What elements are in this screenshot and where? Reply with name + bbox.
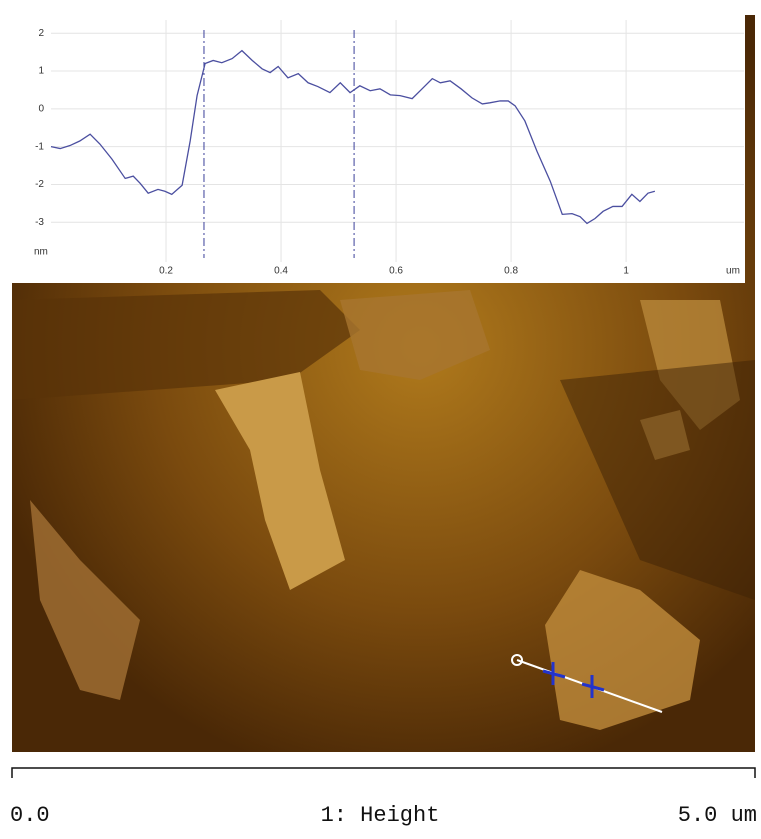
y-tick-label: 0 [38,104,44,115]
x-tick-label: 0.6 [389,266,403,277]
page: -3 -2 -1 0 1 2 0.2 0.4 0.6 0.8 1 nm um 0.0 1: Height… [0,0,761,834]
x-tick-label: 0.4 [274,266,288,277]
x-tick-label: 0.8 [504,266,518,277]
x-tick-label: 1 [623,266,629,277]
y-unit: nm [34,247,48,258]
scale-bar: 0.0 1: Height 5.0 um [10,768,757,828]
y-tick-label: 2 [38,28,44,39]
profile-panel [12,15,745,283]
scale-end: 5.0 um [678,803,757,828]
x-unit: um [726,266,740,277]
scale-start: 0.0 [10,803,50,828]
scale-title: 1: Height [321,803,440,828]
y-tick-label: -2 [35,179,44,190]
x-tick-label: 0.2 [159,266,173,277]
y-tick-label: -1 [35,141,44,152]
y-tick-label: -3 [35,217,44,228]
y-tick-label: 1 [38,66,44,77]
